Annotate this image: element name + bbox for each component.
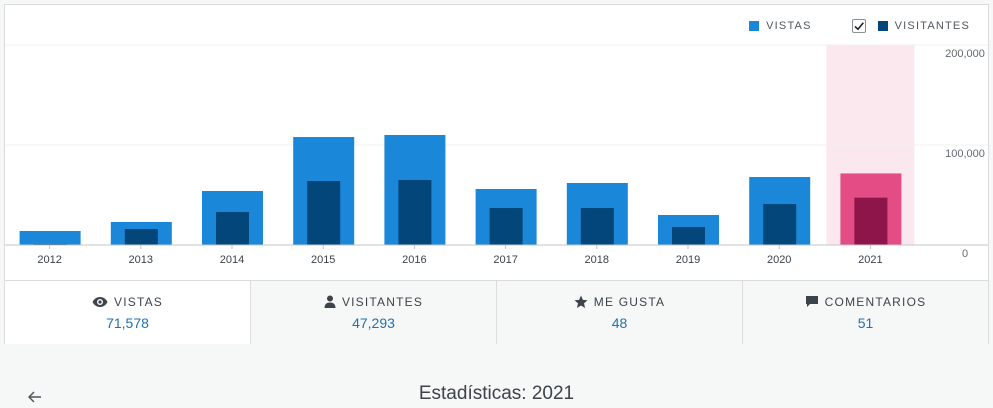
x-tick-label: 2021 [858,254,882,266]
bar-visitors [580,208,614,245]
legend-views-label: VISTAS [766,20,812,32]
tab-comments-label: COMENTARIOS [824,294,927,309]
star-icon [574,295,588,308]
y-tick-label: 0 [962,248,968,260]
x-tick-label: 2018 [585,254,609,266]
x-tick-label: 2016 [402,254,426,266]
arrow-left-icon [28,391,41,403]
bar-visitors [672,227,705,245]
bar-visitors [398,180,432,245]
tab-comments[interactable]: COMENTARIOS 51 [742,281,988,344]
x-tick-label: 2013 [129,254,153,266]
legend-views: VISTAS [749,20,812,32]
legend-views-swatch [749,21,760,31]
bar-views [19,231,81,245]
tab-views-label: VISTAS [114,294,163,309]
bar-chart: 200,000 100,000 0 2012 2013 2014 2015 2016 2017 2… [5,44,988,266]
bar-visitors [216,212,249,245]
person-icon [324,295,336,308]
x-tick-label: 2014 [220,254,244,266]
visitors-checkbox[interactable] [851,19,866,33]
tab-comments-value: 51 [857,314,874,331]
tab-visitors[interactable]: VISITANTES 47,293 [250,281,496,344]
y-tick-label: 200,000 [945,48,985,60]
comment-icon [805,296,818,307]
legend-visitors-swatch [877,21,888,31]
tab-likes-value: 48 [611,314,628,331]
y-tick-label: 100,000 [945,148,985,160]
back-button[interactable] [26,388,44,406]
page-title: Estadísticas: 2021 [418,383,575,404]
x-tick-label: 2012 [37,254,61,266]
x-tick-label: 2019 [676,254,700,266]
legend-visitors-label: VISITANTES [894,20,970,32]
tab-likes-label: ME GUSTA [593,294,666,309]
tab-visitors-label: VISITANTES [341,294,424,309]
checkmark-icon [854,22,864,31]
bar-visitors [307,181,341,245]
bar-visitors [124,229,158,245]
tab-visitors-value: 47,293 [352,314,395,331]
tab-views[interactable]: VISTAS 71,578 [5,281,250,344]
x-tick-label: 2020 [767,254,791,266]
tab-comments-label-row: COMENTARIOS [805,295,927,309]
chart-legend: VISTAS VISITANTES [709,19,970,33]
bar-visitors [854,197,888,245]
eye-icon [92,296,108,307]
x-tick-label: 2017 [493,254,517,266]
tab-views-label-row: VISTAS [92,295,163,309]
x-tick-label: 2015 [311,254,335,266]
tab-visitors-label-row: VISITANTES [324,295,423,309]
bar-visitors [489,208,523,245]
tab-likes[interactable]: ME GUSTA 48 [496,281,742,344]
stats-card: 200,000 100,000 0 2012 2013 2014 2015 2016 2017 2… [4,4,989,344]
legend-visitors[interactable]: VISITANTES [851,19,970,33]
stats-tabs: VISTAS 71,578 VISITANTES 47,293 ME GUSTA… [5,280,988,344]
tab-likes-label-row: ME GUSTA [574,295,665,309]
tab-views-value: 71,578 [106,314,149,331]
bar-visitors [763,204,797,245]
